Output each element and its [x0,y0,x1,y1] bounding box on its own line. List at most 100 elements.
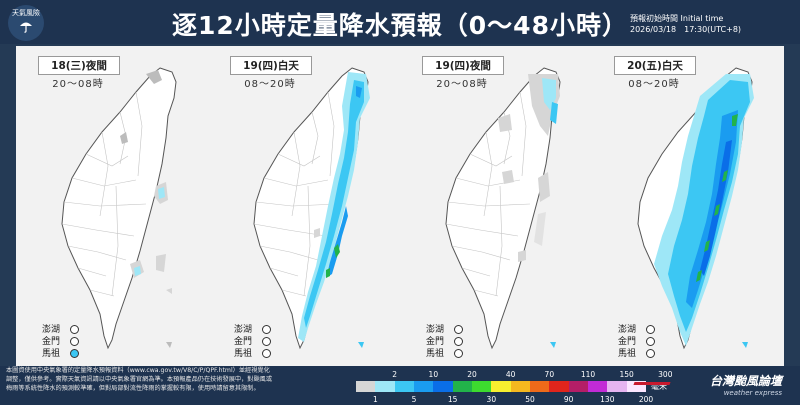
rain-legend: 2 10 20 40 70 110 150 300 1 5 15 30 50 90 130 200 [356,368,672,404]
panel-1-islands: 澎湖 金門 馬祖 [42,324,79,360]
panel-1-subtitle: 20～08時 [52,79,104,90]
page-title: 逐12小時定量降水預報（0～48小時） [172,11,628,40]
matsu-marker [70,349,79,358]
brand-subtitle: weather express [723,389,782,397]
rain-area [696,270,702,282]
legend-tick-label: 20 [467,370,477,379]
rain-area [502,170,514,184]
rain-area [542,78,556,110]
rain-area [158,187,165,199]
legend-tick-label: 300 [658,370,673,379]
legend-bottom-labels: 1 5 15 30 50 90 130 200 [356,395,653,404]
legend-tick-label: 1 [372,395,378,404]
init-time-block: 預報初始時間 Initial time 2026/03/18 17:30(UTC… [630,13,790,35]
legend-tick-label: 130 [600,395,615,404]
logo-text: 天氣風險 [12,9,40,17]
footer-bar: 本圖資使用中央氣象署的定量降水預報資料（www.cwa.gov.tw/V8/C/… [0,366,800,405]
legend-swatch [394,381,414,392]
rain-area [550,102,558,124]
legend-swatch [549,381,569,392]
legend-tick-label: 90 [563,395,574,404]
legend-unit: 毫米 [651,382,667,391]
kinmen-marker [70,337,79,346]
legend-swatch [568,381,588,392]
legend-color-bar [356,381,646,392]
init-time-value: 2026/03/18 17:30(UTC+8) [630,25,742,34]
map-panel-4: 20(五)白天 08～20時 澎湖 金門 馬祖 [592,46,780,366]
rain-area [326,206,348,278]
map-panel-2: 19(四)白天 08～20時 澎湖 金門 馬祖 [208,46,396,366]
kinmen-marker [646,337,655,346]
legend-swatch [375,381,395,392]
rain-area [538,172,550,202]
rain-area [732,114,738,126]
legend-tick-label: 15 [447,395,458,404]
legend-tick-label: 40 [505,370,516,379]
rain-area [146,70,162,84]
matsu-marker [262,349,271,358]
legend-swatch [413,381,434,392]
legend-swatch [452,381,472,392]
legend-swatch [433,381,453,392]
panel-3-islands: 澎湖 金門 馬祖 [426,324,463,360]
panel-4-subtitle: 08～20時 [628,79,680,90]
panel-2-label: 19(四)白天 [230,56,312,75]
legend-swatch [587,381,608,392]
rain-area [134,266,141,276]
panel-4-islands: 澎湖 金門 馬祖 [618,324,655,360]
rain-area [534,212,546,246]
brand-logo: 台灣颱風論壇 weather express [633,372,782,397]
legend-swatch [607,381,627,392]
legend-swatch [510,381,530,392]
kinmen-marker [454,337,463,346]
legend-tick-label: 70 [544,370,555,379]
map-panels: 18(三)夜間 20～08時 澎湖 金門 馬祖 19(四)白天 08～20時 澎… [16,46,784,366]
taiwan-map-1 [61,67,177,350]
umbrella-icon [20,22,32,33]
rain-area [498,114,512,132]
rain-area [304,80,364,328]
legend-tick-label: 50 [525,395,535,404]
rain-area [120,132,128,144]
panel-2-subtitle: 08～20時 [244,79,296,90]
penghu-marker [262,325,271,334]
penghu-marker [70,325,79,334]
legend-tick-label: 30 [486,395,497,404]
map-panel-1: 18(三)夜間 20～08時 澎湖 金門 馬祖 [16,46,204,366]
taiwan-outline [61,67,177,350]
rain-area [326,268,330,278]
panel-2-islands: 澎湖 金門 馬祖 [234,324,271,360]
legend-tick-label: 5 [411,395,417,404]
panel-3-label: 19(四)夜間 [422,56,504,75]
header-bar: 天氣風險 逐12小時定量降水預報（0～48小時） 預報初始時間 Initial … [0,0,800,44]
taiwan-map-2 [253,67,370,350]
legend-swatch [471,381,492,392]
rain-area [356,86,362,98]
rain-area [156,254,166,272]
legend-tick-label: 200 [638,395,654,404]
legend-top-labels: 2 10 20 40 70 110 150 300 [356,370,672,379]
matsu-marker [454,349,463,358]
init-time-label: 預報初始時間 Initial time [630,14,724,23]
legend-tick-label: 10 [428,370,439,379]
rain-area [518,250,526,262]
penghu-marker [454,325,463,334]
legend-tick-label: 2 [392,370,398,379]
legend-swatch [491,381,511,392]
legend-swatch [356,381,376,392]
legend-swatch [529,381,550,392]
panel-4-label: 20(五)白天 [614,56,696,75]
panel-1-label: 18(三)夜間 [38,56,120,75]
kinmen-marker [262,337,271,346]
penghu-marker [646,325,655,334]
legend-swatch [626,381,646,392]
rain-area [334,244,340,258]
legend-tick-label: 110 [580,370,596,379]
swoosh-icon [633,382,671,385]
taiwan-map-3 [445,67,561,350]
taiwan-map-4 [637,67,754,350]
matsu-marker [646,349,655,358]
rain-area [714,204,720,216]
logo: 天氣風險 [8,5,44,41]
map-panel-3: 19(四)夜間 20～08時 澎湖 金門 馬祖 [400,46,588,366]
